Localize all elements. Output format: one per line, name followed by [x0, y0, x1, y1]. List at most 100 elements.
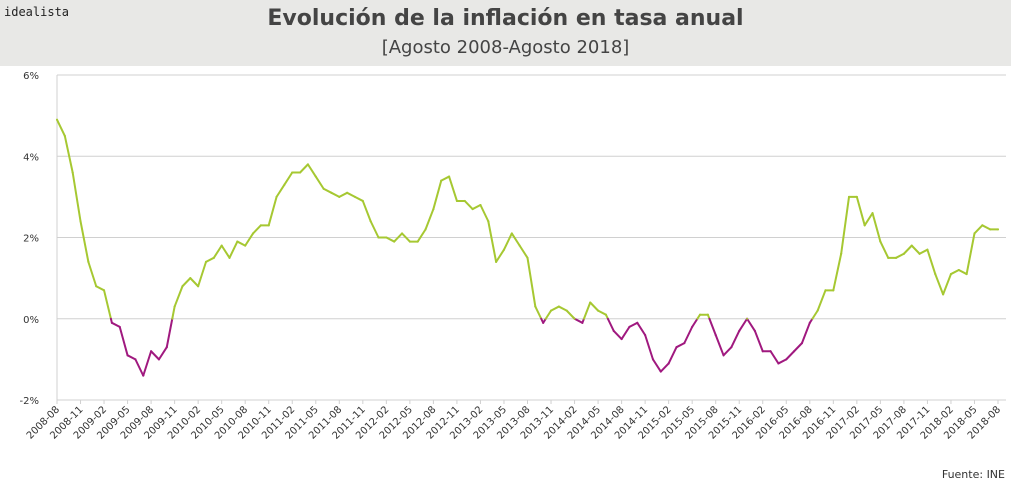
line-segment [879, 240, 890, 259]
chart-header: idealista Evolución de la inflación en t… [0, 0, 1011, 66]
x-axis-ticks: 2008-082008-112009-022009-052009-082009-… [25, 400, 1003, 442]
data-point [644, 334, 647, 336]
data-point [306, 163, 309, 166]
line-segment [487, 220, 498, 263]
line-segment [557, 305, 568, 312]
line-segment [181, 277, 192, 288]
data-point [432, 208, 435, 211]
source-note: Fuente: INE [941, 468, 1005, 481]
data-point [895, 256, 898, 259]
data-point [722, 354, 725, 357]
data-point [808, 321, 811, 324]
line-segment [393, 232, 404, 243]
line-segment [385, 236, 396, 243]
data-point [369, 220, 372, 223]
line-segment [275, 183, 286, 198]
line-segment [918, 248, 929, 255]
data-point [871, 212, 874, 215]
data-point [126, 354, 129, 357]
data-point [95, 285, 98, 288]
line-segment [738, 317, 749, 332]
line-segment [463, 199, 474, 211]
line-segment [620, 325, 631, 341]
line-segment [942, 273, 952, 296]
line-segment [659, 362, 670, 373]
data-point [989, 228, 992, 231]
line-segment [753, 329, 764, 353]
data-point [581, 321, 584, 324]
line-segment [212, 244, 223, 259]
line-segment [777, 358, 788, 365]
line-segment [582, 301, 592, 320]
line-segment [565, 309, 576, 320]
line-segment [965, 232, 976, 276]
chart-subtitle: [Agosto 2008-Agosto 2018] [381, 37, 630, 58]
line-segment [244, 232, 255, 247]
data-point [902, 252, 905, 255]
y-tick-label: 0% [23, 315, 39, 326]
data-point [620, 338, 623, 341]
data-point [393, 240, 396, 243]
data-point [173, 305, 176, 308]
data-point [63, 134, 66, 137]
data-point [338, 195, 341, 198]
line-segment [448, 175, 458, 202]
data-point [879, 240, 882, 243]
data-point [534, 305, 537, 308]
data-point [165, 346, 168, 349]
line-segment [832, 252, 843, 292]
line-segment [518, 244, 529, 259]
data-point [455, 199, 458, 202]
data-point [244, 244, 247, 247]
data-point [181, 285, 184, 288]
line-segment [103, 289, 112, 320]
line-segment [338, 191, 349, 198]
line-segment [173, 285, 184, 308]
data-point [322, 187, 325, 190]
line-segment [87, 260, 98, 288]
data-point [981, 224, 984, 227]
line-segment [346, 191, 356, 198]
data-point [502, 248, 505, 251]
data-point [259, 224, 262, 227]
data-point [565, 309, 568, 312]
line-segment [926, 248, 937, 276]
line-segment [95, 285, 106, 292]
line-segment [793, 342, 803, 353]
data-point [448, 175, 451, 178]
line-segment [306, 163, 317, 178]
line-segment [63, 134, 74, 174]
line-segment [981, 224, 992, 231]
line-segment [126, 354, 137, 361]
line-segment [949, 269, 960, 276]
y-tick-label: -2% [20, 396, 39, 407]
data-point [299, 171, 302, 174]
line-segment [314, 175, 325, 190]
line-segment [110, 321, 121, 328]
data-point [377, 236, 380, 239]
line-segment [863, 212, 874, 227]
data-point [753, 329, 756, 332]
line-segment [606, 317, 615, 332]
y-tick-label: 4% [23, 152, 39, 163]
line-segment [785, 350, 796, 361]
data-point [157, 358, 160, 361]
data-point [573, 317, 576, 320]
line-segment [973, 224, 984, 235]
line-segment [589, 301, 600, 312]
data-point [118, 325, 121, 328]
data-point [401, 232, 404, 235]
data-point [487, 220, 490, 223]
data-point [824, 289, 827, 292]
data-point [597, 309, 600, 312]
data-point [973, 232, 976, 235]
data-point [518, 244, 521, 247]
data-point [550, 309, 553, 312]
line-segment [957, 269, 968, 276]
data-point [659, 370, 662, 373]
line-segment [816, 289, 827, 312]
data-point [79, 220, 82, 223]
data-point [651, 358, 654, 361]
line-segment [769, 350, 780, 365]
data-point [212, 256, 215, 259]
